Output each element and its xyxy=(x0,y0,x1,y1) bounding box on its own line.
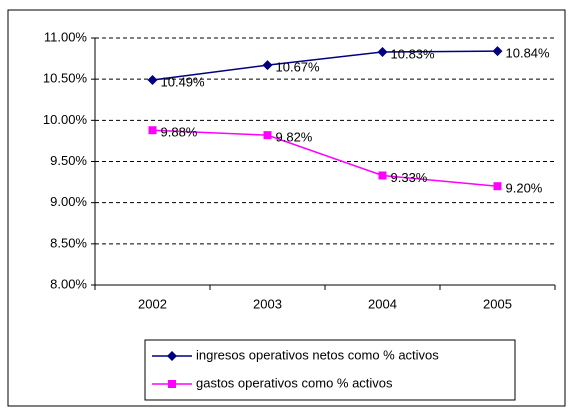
y-tick-label: 11.00% xyxy=(44,29,88,44)
x-tick-label: 2003 xyxy=(253,296,282,311)
data-label: 10.49% xyxy=(161,74,206,89)
y-tick-label: 10.00% xyxy=(43,112,88,127)
marker xyxy=(377,46,388,57)
data-label: 9.33% xyxy=(391,170,428,185)
marker xyxy=(263,131,272,140)
marker xyxy=(148,126,157,135)
y-tick-label: 9.00% xyxy=(50,194,87,209)
data-label: 9.20% xyxy=(506,181,543,196)
legend-box xyxy=(144,339,516,401)
data-label: 10.83% xyxy=(391,46,436,61)
marker xyxy=(167,351,177,361)
marker xyxy=(262,60,273,71)
marker xyxy=(492,46,503,57)
legend-label: gastos operativos como % activos xyxy=(196,375,393,390)
y-tick-label: 9.50% xyxy=(50,153,87,168)
marker xyxy=(168,380,176,388)
data-label: 10.84% xyxy=(506,46,551,61)
y-tick-label: 8.50% xyxy=(50,235,87,250)
marker xyxy=(147,74,158,85)
marker xyxy=(493,182,502,191)
data-label: 9.88% xyxy=(161,125,198,140)
x-tick-label: 2002 xyxy=(138,296,167,311)
data-label: 10.67% xyxy=(276,60,321,75)
marker xyxy=(378,171,387,180)
x-tick-label: 2005 xyxy=(483,296,512,311)
y-tick-label: 8.00% xyxy=(50,276,87,291)
data-label: 9.82% xyxy=(276,130,313,145)
series-line xyxy=(152,50,498,81)
legend-label: ingresos operativos netos como % activos xyxy=(196,347,439,362)
y-tick-label: 10.50% xyxy=(43,71,88,86)
series-line xyxy=(152,129,498,187)
x-tick-label: 2004 xyxy=(368,296,397,311)
